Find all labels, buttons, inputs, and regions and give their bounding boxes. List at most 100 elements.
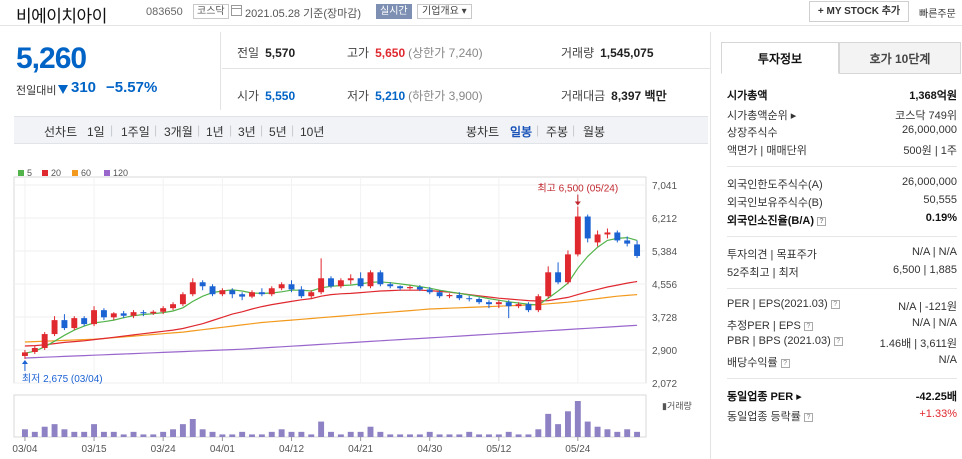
info-row: 동일업종 등락률? +1.33% bbox=[727, 408, 957, 426]
candle-body bbox=[150, 311, 157, 314]
volume-bar bbox=[367, 426, 374, 437]
volume-bar bbox=[179, 424, 186, 437]
volume-bar bbox=[249, 434, 255, 437]
help-icon[interactable]: ? bbox=[803, 413, 813, 422]
tab-separator: | bbox=[260, 123, 264, 137]
period-tab-1d[interactable]: 1일 bbox=[87, 125, 105, 139]
volume-bar bbox=[318, 421, 325, 437]
volume-bar bbox=[416, 434, 423, 437]
legend-swatch bbox=[104, 170, 110, 176]
info-value: 0.19% bbox=[925, 212, 957, 224]
info-row: 액면가 | 매매단위 500원 | 1주 bbox=[727, 142, 957, 160]
help-icon[interactable]: ? bbox=[830, 300, 840, 309]
low-price: 저가 5,210 (하한가 3,900) bbox=[347, 89, 483, 103]
period-tab-5y[interactable]: 5년 bbox=[269, 125, 287, 139]
candle-body bbox=[426, 289, 433, 293]
info-value: 500원 | 1주 bbox=[903, 145, 957, 157]
candle-body bbox=[140, 312, 147, 314]
help-icon[interactable]: ? bbox=[803, 322, 813, 331]
volume-bar bbox=[81, 431, 88, 437]
volume-bar bbox=[476, 434, 483, 437]
volume-bar bbox=[357, 431, 364, 437]
candle-body bbox=[446, 295, 453, 297]
candle-body bbox=[614, 232, 621, 241]
candle-tab-daily[interactable]: 일봉 bbox=[510, 125, 533, 139]
candle-body bbox=[100, 310, 107, 318]
info-label: 동일업종 등락률? bbox=[727, 408, 813, 424]
period-tab-1y[interactable]: 1년 bbox=[206, 125, 224, 139]
y-tick-label: 2,072 bbox=[652, 379, 677, 390]
stock-chart[interactable]: 7,041 6,212 5,384 4,556 3,728 2,900 2,072 03/04… bbox=[0, 159, 710, 459]
help-icon[interactable]: ? bbox=[780, 359, 790, 368]
info-label: 상장주식수 bbox=[727, 127, 778, 139]
volume-bar bbox=[446, 434, 453, 437]
x-tick-label: 03/24 bbox=[151, 444, 176, 455]
tab-invest-info[interactable]: 투자정보 bbox=[721, 42, 839, 74]
panel-divider bbox=[727, 166, 957, 167]
period-tab-1w[interactable]: 1주일 bbox=[121, 125, 150, 139]
info-label: 시가총액 bbox=[727, 90, 768, 102]
volume-bar bbox=[71, 431, 78, 437]
candle-tab-monthly[interactable]: 월봉 bbox=[583, 125, 606, 139]
candle-body bbox=[634, 244, 641, 256]
candle-body bbox=[189, 282, 196, 295]
volume-bar bbox=[584, 421, 591, 437]
x-tick-label: 05/24 bbox=[565, 444, 590, 455]
info-row: 외국인보유주식수(B) 50,555 bbox=[727, 194, 957, 212]
info-label: PBR | BPS (2021.03)? bbox=[727, 335, 843, 347]
volume-bar bbox=[61, 429, 68, 437]
candle-body bbox=[466, 298, 473, 300]
info-row: 배당수익률? N/A bbox=[727, 354, 957, 372]
help-icon[interactable]: ? bbox=[817, 217, 826, 226]
candle-body bbox=[495, 302, 502, 305]
candle-body bbox=[594, 234, 601, 243]
volume-bar bbox=[397, 434, 404, 437]
info-value: 코스닥 749위 bbox=[895, 110, 957, 122]
volume-bar bbox=[407, 434, 413, 437]
y-tick-label: 7,041 bbox=[652, 181, 677, 192]
info-tabs: 투자정보 호가 10단계 bbox=[721, 42, 961, 74]
period-tab-3y[interactable]: 3년 bbox=[238, 125, 256, 139]
candle-tab-weekly[interactable]: 주봉 bbox=[546, 125, 569, 139]
x-tick-label: 04/30 bbox=[417, 444, 442, 455]
info-label: 52주최고 | 최저 bbox=[727, 267, 799, 279]
volume-bar bbox=[51, 424, 58, 437]
info-row: 52주최고 | 최저 6,500 | 1,885 bbox=[727, 264, 957, 282]
panel-divider bbox=[727, 288, 957, 289]
volume-bar bbox=[337, 434, 344, 437]
y-tick-label: 4,556 bbox=[652, 280, 677, 291]
candle-body bbox=[476, 299, 483, 303]
quick-order-button[interactable]: 빠른주문 bbox=[919, 9, 956, 20]
candle-body bbox=[505, 302, 512, 307]
volume-bar bbox=[466, 431, 473, 437]
info-row: PBR | BPS (2021.03)? 1.46배 | 3,611원 bbox=[727, 335, 957, 353]
calendar-icon bbox=[231, 5, 242, 16]
period-tab-3m[interactable]: 3개월 bbox=[164, 125, 193, 139]
volume-bar bbox=[199, 429, 206, 437]
volume-bar bbox=[100, 431, 107, 437]
info-label: 외국인소진율(B/A)? bbox=[727, 212, 826, 228]
period-tab-10y[interactable]: 10년 bbox=[300, 125, 325, 139]
volume-bar bbox=[614, 431, 621, 437]
high-annotation: 최고 6,500 (05/24) bbox=[537, 183, 618, 195]
info-label: 외국인보유주식수(B) bbox=[727, 197, 823, 209]
y-tick-label: 2,900 bbox=[652, 346, 677, 357]
divider bbox=[222, 68, 710, 69]
add-my-stock-button[interactable]: + MY STOCK 추가 bbox=[809, 1, 909, 22]
candle-body bbox=[357, 278, 364, 287]
candle-body bbox=[555, 272, 562, 283]
info-value: 1.46배 | 3,611원 bbox=[879, 338, 957, 350]
candle-body bbox=[347, 278, 354, 281]
candle-body bbox=[249, 292, 255, 297]
company-overview-dropdown[interactable]: 기업개요 ▾ bbox=[417, 4, 472, 19]
help-icon[interactable]: ? bbox=[833, 337, 843, 346]
tab-hoga[interactable]: 호가 10단계 bbox=[839, 42, 961, 74]
volume-bar bbox=[515, 434, 522, 437]
legend-swatch bbox=[18, 170, 24, 176]
tab-separator: | bbox=[154, 123, 158, 137]
candle-body bbox=[535, 296, 542, 311]
legend-item-ma20: 20 bbox=[42, 168, 61, 178]
current-price-box: 5,260 전일대비 310 −5.57% bbox=[16, 32, 216, 107]
realtime-button[interactable]: 실시간 bbox=[376, 4, 412, 19]
divider bbox=[710, 32, 711, 459]
